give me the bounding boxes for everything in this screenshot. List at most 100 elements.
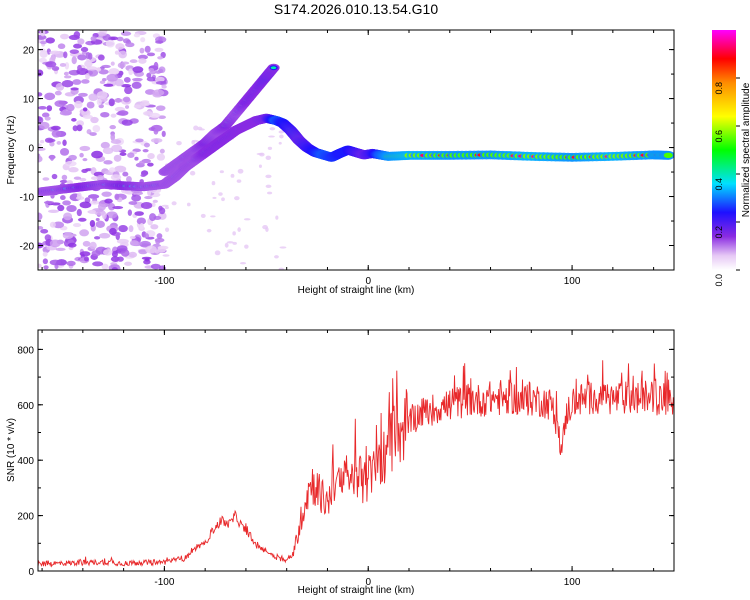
heatmap-noise-cell [69, 49, 80, 54]
snr-panel: -100 0 100 0 200 400 600 800 Height of straigh… [6, 329, 675, 596]
heatmap-noise-cell [40, 139, 45, 144]
heatmap-noise-cell [212, 196, 217, 200]
heatmap-noise-cell [82, 157, 88, 162]
heatmap-noise-cell [237, 168, 244, 174]
heatmap-noise-cell [189, 170, 196, 176]
heatmap-noise-cell [154, 70, 162, 74]
heatmap-x-label: Height of straight line (km) [298, 285, 415, 296]
heatmap-noise-cell [227, 249, 233, 252]
heatmap-noise-cell [89, 220, 96, 228]
heatmap-noise-cell [150, 224, 159, 230]
heatmap-noise-cell [82, 240, 91, 247]
heatmap-noise-cell [161, 84, 167, 89]
heatmap-noise-cell [108, 98, 115, 107]
heatmap-noise-cell [139, 160, 145, 165]
heatmap-noise-cell [146, 52, 156, 57]
heatmap-noise-cell [147, 162, 154, 167]
heatmap-noise-cell [267, 191, 273, 195]
heatmap-noise-cell [118, 50, 127, 59]
heatmap-noise-cell [122, 171, 129, 177]
heatmap-noise-cell [103, 160, 113, 165]
heatmap-noise-cell [49, 259, 62, 266]
heatmap-noise-cell [81, 168, 88, 174]
heatmap-noise-cell [88, 93, 99, 101]
heatmap-noise-cell [66, 180, 73, 185]
heatmap-noise-cell [76, 208, 82, 217]
snr-x-tick-label: 0 [365, 577, 371, 588]
heatmap-noise-cell [109, 124, 116, 130]
heatmap-y-tick-label: -20 [20, 242, 35, 253]
heatmap-noise-cell [51, 66, 60, 71]
heatmap-noise-cell [226, 241, 234, 244]
heatmap-noise-cell [258, 164, 262, 169]
heatmap-noise-cell [150, 263, 161, 270]
heatmap-noise-cell [39, 121, 50, 130]
snr-y-tick-label: 0 [28, 567, 34, 578]
heatmap-noise-cell [97, 202, 107, 211]
heatmap-noise-cell [146, 76, 157, 82]
heatmap-noise-cell [278, 141, 282, 145]
heatmap-noise-cell [114, 193, 120, 201]
heatmap-noise-cell [100, 141, 110, 149]
heatmap-noise-cell [74, 100, 83, 109]
heatmap-noise-cell [84, 60, 93, 68]
heatmap-noise-cell [110, 36, 119, 41]
heatmap-noise-cell [279, 134, 284, 139]
snr-frame [37, 329, 675, 572]
heatmap-noise-cell [111, 267, 118, 270]
heatmap-noise-cell [234, 196, 240, 201]
heatmap-noise-cell [47, 138, 56, 143]
heatmap-noise-cell [267, 146, 273, 150]
heatmap-noise-cell [149, 213, 157, 221]
heatmap-noise-cell [116, 245, 128, 252]
heatmap-noise-cell [47, 209, 59, 214]
heatmap-noise-cell [265, 184, 272, 188]
heatmap-y-axis: -20 -10 0 10 20 [20, 46, 674, 271]
heatmap-noise-cell [132, 77, 143, 82]
heatmap-noise-cell [90, 36, 97, 42]
snr-y-tick-label: 200 [17, 512, 34, 523]
heatmap-noise-cell [72, 125, 78, 132]
heatmap-noise-cell [76, 124, 83, 132]
heatmap-y-label: Frequency (Hz) [6, 116, 17, 185]
heatmap-noise-cell [42, 251, 48, 257]
heatmap-frame [37, 29, 675, 271]
heatmap-ridge-layer [38, 63, 674, 197]
heatmap-noise-cell [97, 54, 105, 61]
heatmap-y-tick-label: 20 [23, 46, 35, 57]
colorbar-label: Normalized spectral amplitude [741, 82, 750, 217]
heatmap-noise-cell [92, 261, 104, 267]
heatmap-noise-layer [38, 30, 287, 270]
heatmap-noise-cell [120, 31, 132, 36]
heatmap-noise-cell [162, 254, 170, 257]
heatmap-noise-cell [214, 250, 221, 256]
heatmap-noise-cell [221, 197, 225, 202]
snr-x-tick-label: -100 [154, 577, 174, 588]
heatmap-noise-cell [79, 229, 90, 237]
heatmap-noise-cell [71, 117, 77, 122]
heatmap-noise-cell [131, 194, 142, 202]
heatmap-noise-cell [128, 68, 134, 76]
heatmap-noise-cell [63, 71, 69, 76]
heatmap-noise-cell [100, 111, 110, 118]
heatmap-noise-cell [159, 148, 165, 154]
heatmap-noise-cell [186, 202, 191, 207]
snr-y-axis: 0 200 400 600 800 [17, 345, 674, 578]
heatmap-noise-cell [219, 170, 224, 174]
heatmap-x-tick-label: -100 [154, 276, 174, 287]
heatmap-noise-cell [197, 126, 203, 131]
heatmap-noise-cell [144, 257, 150, 262]
heatmap-noise-cell [125, 42, 135, 48]
heatmap-x-tick-label: 0 [365, 276, 371, 287]
heatmap-noise-cell [269, 127, 276, 131]
heatmap-noise-cell [165, 227, 170, 233]
heatmap-noise-cell [110, 256, 120, 263]
heatmap-noise-cell [66, 204, 77, 213]
heatmap-noise-cell [79, 201, 92, 209]
heatmap-noise-cell [42, 177, 50, 181]
heatmap-noise-cell [113, 98, 123, 103]
heatmap-noise-cell [50, 125, 61, 131]
heatmap-noise-cell [38, 226, 44, 230]
heatmap-noise-cell [70, 87, 79, 91]
